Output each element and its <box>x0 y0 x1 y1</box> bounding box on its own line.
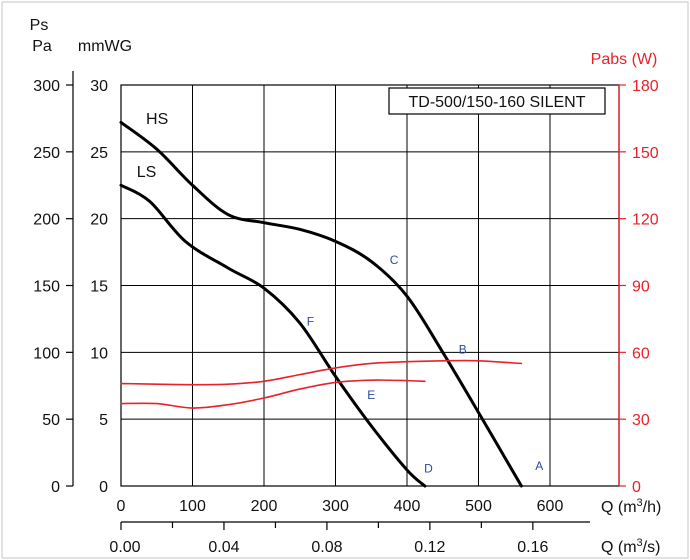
pa-axis-title-top: Ps <box>30 17 49 34</box>
w-tick-label: 150 <box>632 145 659 162</box>
w-tick-label: 60 <box>632 345 650 362</box>
chart-title-border <box>388 87 606 115</box>
mmwg-tick-label: 0 <box>99 479 108 496</box>
pressure-curve-ls <box>119 183 427 488</box>
x-axis-title-sup: 3 <box>637 497 643 509</box>
point-label-b: B <box>459 343 467 357</box>
w-tick-label: 30 <box>632 412 650 429</box>
series-layer <box>119 120 523 488</box>
chart-title: TD-500/150-160 SILENT <box>409 94 586 111</box>
x-tick-label: 400 <box>394 498 421 515</box>
mmwg-tick-label: 15 <box>90 279 108 296</box>
grid-layer <box>120 84 620 487</box>
power-curve-2 <box>120 359 523 386</box>
point-label-c: C <box>390 253 399 267</box>
curve-label-hs: HS <box>146 111 168 128</box>
mmwg-tick-label: 25 <box>90 145 108 162</box>
w-axis-title: Pabs (W) <box>591 51 658 68</box>
x-tick-label: 600 <box>537 498 564 515</box>
secondary-x-axis-title: Q (m3/s) <box>601 537 660 556</box>
pa-tick-label: 50 <box>42 412 60 429</box>
pressure-curve-hs <box>119 120 523 488</box>
secondary-x-tick-label: 0.08 <box>311 539 342 556</box>
mmwg-axis-title: mmWG <box>78 38 132 55</box>
x-tick-label: 0 <box>117 498 126 515</box>
x-tick-label: 200 <box>251 498 278 515</box>
chart-title-box: TD-500/150-160 SILENT <box>388 87 606 115</box>
pa-tick-label: 300 <box>33 78 60 95</box>
w-tick-label: 120 <box>632 212 659 229</box>
secondary-x-axis-title-unit: /s) <box>643 539 661 556</box>
w-tick-label: 90 <box>632 279 650 296</box>
secondary-x-tick-label: 0.16 <box>517 539 548 556</box>
secondary-x-axis-title-text: Q (m <box>601 539 637 556</box>
pa-tick-label: 100 <box>33 345 60 362</box>
pa-tick-label: 150 <box>33 279 60 296</box>
point-label-f: F <box>307 315 314 329</box>
w-tick-label: 0 <box>632 479 641 496</box>
mmwg-tick-label: 5 <box>99 412 108 429</box>
pa-tick-label: 200 <box>33 212 60 229</box>
mmwg-tick-label: 10 <box>90 345 108 362</box>
x-axis-title-text: Q (m <box>601 499 637 516</box>
labels-layer: HS LS A B C D E F <box>137 111 544 476</box>
curve-label-ls: LS <box>137 164 157 181</box>
point-label-a: A <box>535 459 543 473</box>
x-tick-label: 100 <box>179 498 206 515</box>
point-label-d: D <box>424 462 433 476</box>
point-label-e: E <box>367 388 375 402</box>
mmwg-tick-label: 20 <box>90 212 108 229</box>
w-tick-label: 180 <box>632 78 659 95</box>
pa-axis-title-bottom: Pa <box>32 38 52 55</box>
power-curve-3 <box>120 379 426 409</box>
secondary-x-tick-label: 0.00 <box>109 539 140 556</box>
x-tick-label: 300 <box>322 498 349 515</box>
x-axis-title-unit: /h) <box>643 499 662 516</box>
secondary-x-tick-label: 0.04 <box>208 539 239 556</box>
secondary-x-tick-label: 0.12 <box>414 539 445 556</box>
mmwg-tick-label: 30 <box>90 78 108 95</box>
x-axis-title: Q (m3/h) <box>601 497 661 516</box>
x-tick-label: 500 <box>465 498 492 515</box>
secondary-x-axis-title-sup: 3 <box>637 537 643 549</box>
pa-tick-label: 250 <box>33 145 60 162</box>
pa-tick-label: 0 <box>51 479 60 496</box>
